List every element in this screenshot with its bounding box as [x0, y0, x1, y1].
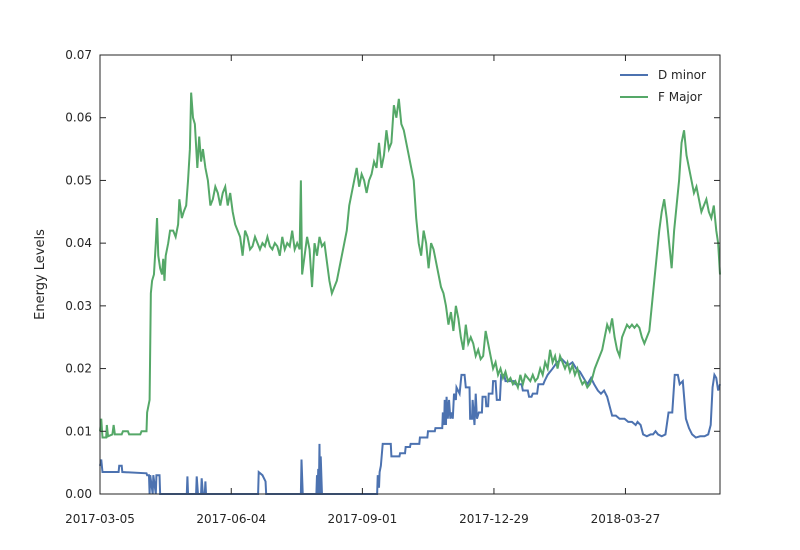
legend-label-d-minor: D minor — [658, 68, 706, 82]
y-tick-label: 0.05 — [65, 173, 92, 187]
legend: D minor F Major — [620, 68, 706, 104]
plot-frame — [99, 54, 721, 495]
legend-label-f-major: F Major — [658, 90, 702, 104]
axis-ticks: 0.00 0.01 0.02 0.03 0.04 0.05 0.06 0.07 2017-03-… — [65, 48, 720, 526]
y-tick-label: 0.01 — [65, 424, 92, 438]
y-axis-label: Energy Levels — [33, 229, 48, 320]
y-tick-label: 0.00 — [65, 487, 92, 501]
y-tick-label: 0.02 — [65, 362, 92, 376]
y-tick-label: 0.04 — [65, 236, 92, 250]
x-tick-label: 2017-03-05 — [65, 512, 135, 526]
series-line-f-major — [99, 92, 721, 439]
x-tick-label: 2018-03-27 — [591, 512, 661, 526]
y-tick-label: 0.07 — [65, 48, 92, 62]
y-tick-label: 0.03 — [65, 299, 92, 313]
x-tick-label: 2017-06-04 — [196, 512, 266, 526]
x-tick-label: 2017-12-29 — [459, 512, 529, 526]
y-tick-label: 0.06 — [65, 111, 92, 125]
x-tick-label: 2017-09-01 — [328, 512, 398, 526]
